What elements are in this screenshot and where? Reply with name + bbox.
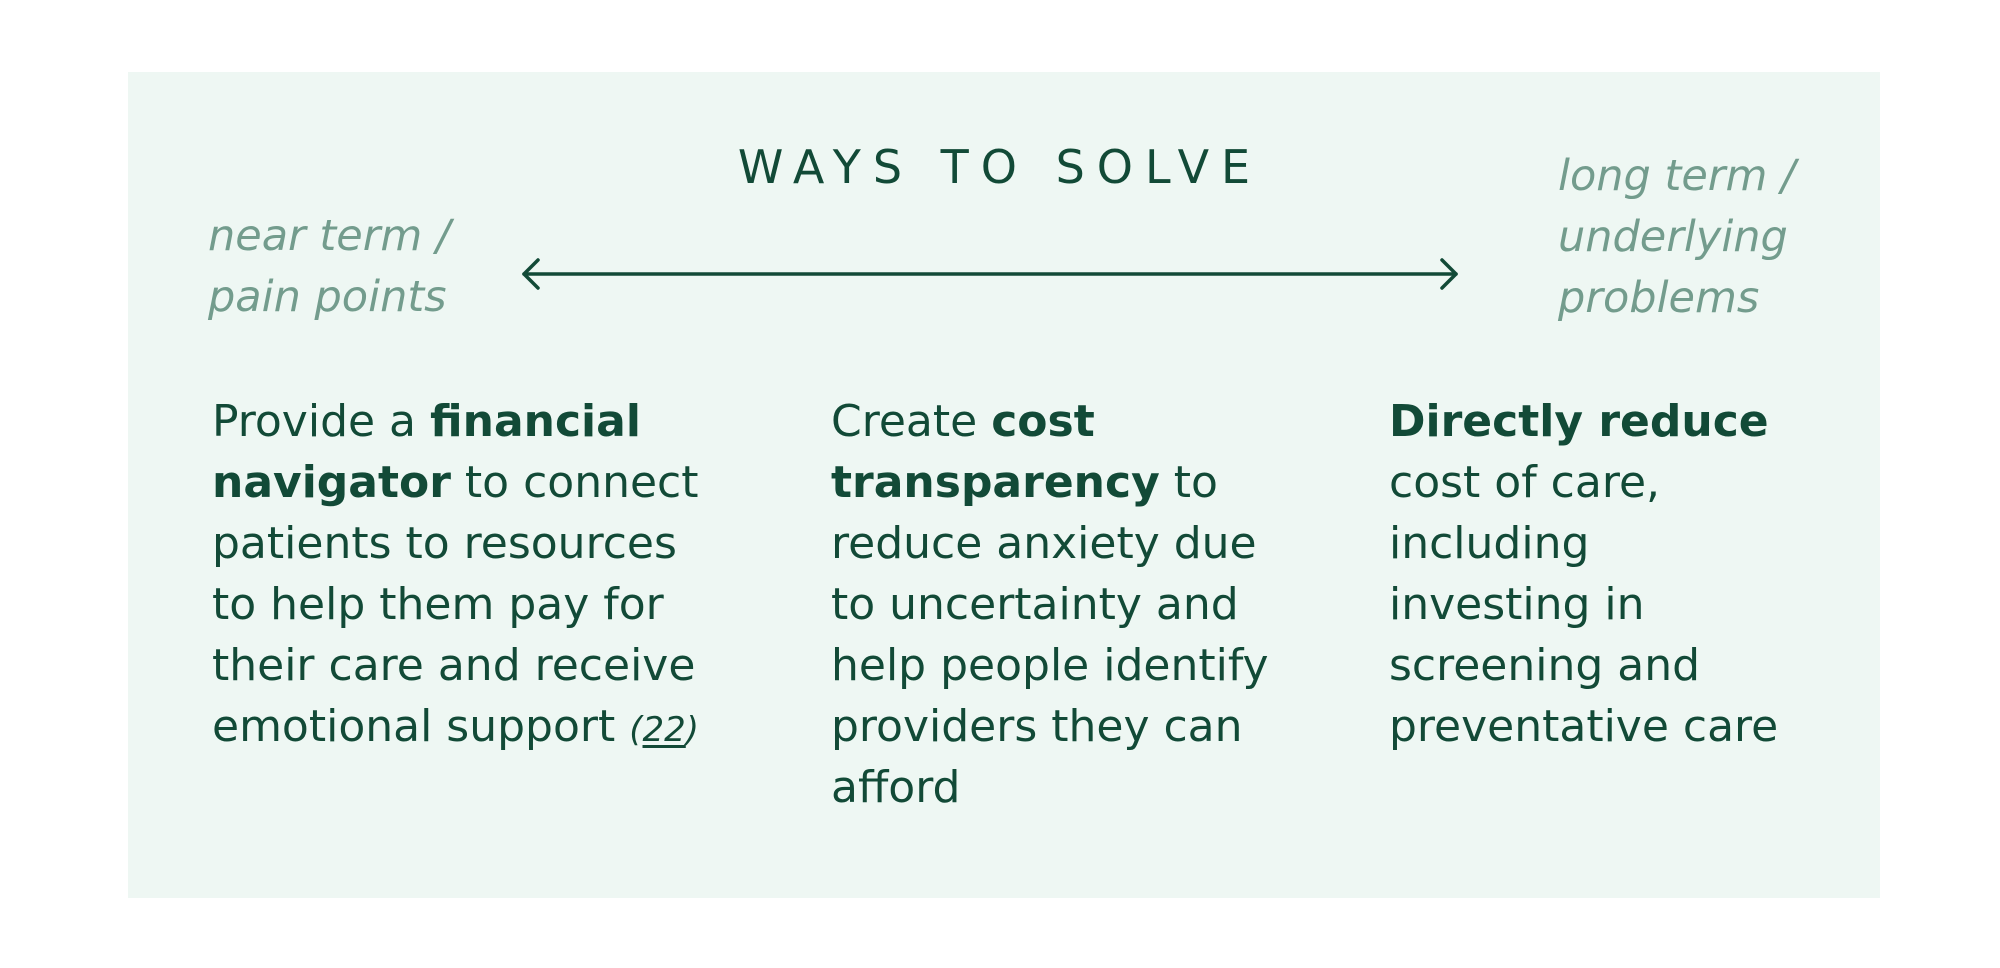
text-line: afford bbox=[831, 762, 961, 813]
bold-keyword: Directly reduce bbox=[1389, 396, 1769, 447]
near-term-label-line1: near term / bbox=[208, 211, 451, 261]
text-line: preventative care bbox=[1389, 701, 1779, 752]
text-segment: Create bbox=[831, 396, 992, 447]
text-line: navigator to connect bbox=[212, 452, 699, 513]
bold-keyword: navigator bbox=[212, 457, 451, 508]
arrow-head-left bbox=[522, 258, 540, 290]
diagram-title: WAYS TO SOLVE bbox=[737, 140, 1263, 194]
solution-reduce-cost: Directly reduce cost of care, including … bbox=[1389, 391, 1778, 757]
citation-open: ( bbox=[629, 710, 643, 750]
text-line: to uncertainty and bbox=[831, 579, 1239, 630]
text-line: providers they can bbox=[831, 701, 1243, 752]
text-line: Provide a financial bbox=[212, 391, 699, 452]
text-line: Create cost bbox=[831, 391, 1269, 452]
long-term-label-line3: problems bbox=[1558, 273, 1760, 323]
text-segment: to bbox=[1159, 457, 1218, 508]
solution-cost-transparency: Create cost transparency to reduce anxie… bbox=[831, 391, 1269, 818]
citation-close: ) bbox=[685, 710, 700, 750]
text-line: patients to resources bbox=[212, 518, 677, 569]
citation: (22) bbox=[629, 710, 699, 750]
long-term-label-line2: underlying bbox=[1558, 212, 1788, 262]
text-line: Directly reduce bbox=[1389, 391, 1778, 452]
long-term-label-line1: long term / bbox=[1558, 151, 1796, 201]
near-term-label-line2: pain points bbox=[208, 272, 447, 322]
text-line: emotional support (22) bbox=[212, 696, 699, 761]
text-segment: Provide a bbox=[212, 396, 431, 447]
text-line: investing in bbox=[1389, 579, 1645, 630]
bold-keyword: financial bbox=[430, 396, 641, 447]
text-line: to help them pay for bbox=[212, 579, 664, 630]
text-line: help people identify bbox=[831, 640, 1269, 691]
text-line: their care and receive bbox=[212, 640, 696, 691]
diagram-panel bbox=[128, 72, 1880, 898]
text-line: including bbox=[1389, 518, 1590, 569]
text-segment: emotional support bbox=[212, 701, 616, 752]
solution-financial-navigator: Provide a financial navigator to connect… bbox=[212, 391, 699, 761]
text-line: reduce anxiety due bbox=[831, 518, 1257, 569]
text-line: cost of care, bbox=[1389, 457, 1661, 508]
bold-keyword: cost bbox=[991, 396, 1095, 447]
bold-keyword: transparency bbox=[831, 457, 1160, 508]
text-line: screening and bbox=[1389, 640, 1701, 691]
long-term-label: long term / underlying problems bbox=[1558, 146, 1796, 329]
text-line: transparency to bbox=[831, 452, 1269, 513]
arrow-head-right bbox=[1440, 258, 1458, 290]
citation-link[interactable]: 22 bbox=[642, 710, 686, 750]
text-segment: to connect bbox=[450, 457, 699, 508]
near-term-label: near term / pain points bbox=[208, 206, 450, 328]
double-arrow-icon bbox=[522, 258, 1458, 290]
